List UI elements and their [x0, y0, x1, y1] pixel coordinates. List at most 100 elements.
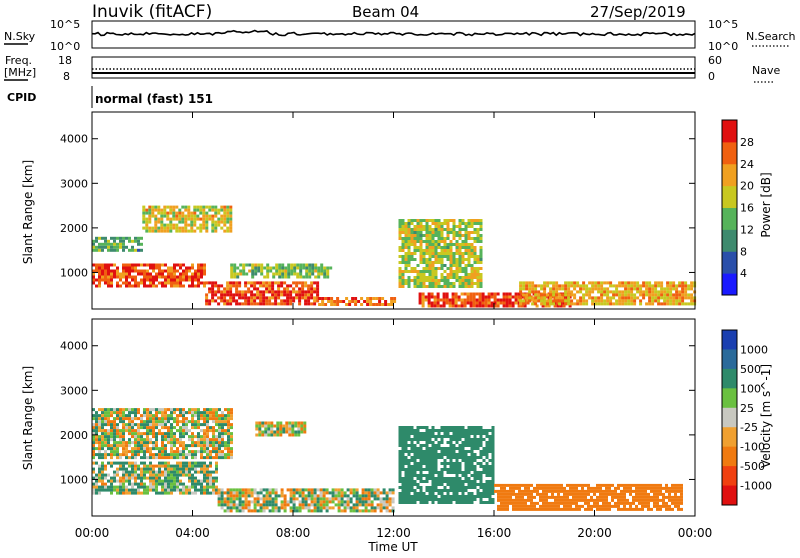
velocity-cell-5	[602, 504, 605, 508]
power-cell-6	[428, 264, 432, 267]
power-cell-1	[256, 302, 260, 306]
velocity-cell-1	[265, 494, 269, 498]
power-cell-8	[684, 284, 688, 288]
velocity-cell-3	[270, 430, 274, 434]
power-cell-2	[330, 303, 334, 306]
power-cell-3	[110, 242, 113, 246]
velocity-cell-2	[191, 417, 194, 421]
velocity-cell-1	[280, 494, 284, 498]
power-cell-0	[98, 269, 101, 273]
velocity-cell-2	[215, 444, 218, 448]
power-cell-6	[464, 231, 468, 234]
power-cell-6	[413, 246, 417, 249]
power-cell-8	[681, 296, 685, 300]
velocity-cell-1	[340, 497, 344, 501]
power-cell-5	[278, 266, 282, 270]
velocity-cell-5	[662, 501, 665, 505]
power-cell-6	[410, 231, 414, 234]
velocity-cell-4	[458, 426, 462, 429]
velocity-cell-2	[95, 432, 98, 436]
velocity-cell-1	[370, 506, 374, 510]
velocity-cell-2	[161, 408, 164, 412]
power-cell-1	[253, 293, 257, 297]
velocity-cell-5	[542, 504, 545, 508]
power-cell-1	[313, 302, 317, 306]
velocity-cell-4	[416, 432, 420, 435]
y-tick-label: 3000	[60, 177, 88, 190]
power-cell-1	[256, 287, 260, 291]
power-cell-5	[293, 269, 297, 273]
velocity-cell-2	[191, 411, 194, 415]
velocity-cell-0	[167, 470, 170, 474]
power-cell-8	[552, 287, 556, 291]
velocity-cell-4	[467, 444, 471, 447]
power-cell-5	[245, 272, 249, 276]
velocity-cell-4	[419, 450, 423, 453]
velocity-cell-0	[206, 485, 209, 489]
velocity-cell-0	[143, 470, 146, 474]
velocity-cell-4	[488, 441, 492, 444]
power-cell-4	[187, 229, 191, 233]
velocity-cell-4	[491, 444, 495, 447]
velocity-cell-5	[524, 504, 527, 508]
velocity-cell-5	[536, 489, 539, 493]
velocity-cell-4	[446, 480, 450, 483]
velocity-cell-5	[656, 492, 659, 496]
power-cell-8	[654, 281, 658, 285]
velocity-cell-5	[512, 507, 515, 511]
velocity-cell-5	[656, 501, 659, 505]
power-cell-4	[157, 205, 161, 209]
velocity-cell-0	[116, 485, 119, 489]
velocity-cell-4	[464, 468, 468, 471]
power-cell-1	[229, 290, 233, 294]
velocity-cell-2	[206, 408, 209, 412]
power-cell-0	[161, 275, 164, 279]
velocity-cell-1	[292, 497, 296, 501]
power-cell-7	[430, 301, 434, 305]
power-cell-6	[404, 267, 408, 270]
velocity-cell-2	[146, 444, 149, 448]
power-cell-8	[678, 281, 682, 285]
power-cell-6	[446, 273, 450, 276]
velocity-colorbar-segment	[722, 330, 737, 350]
power-cell-6	[434, 228, 438, 231]
power-cell-8	[528, 284, 532, 288]
velocity-cell-2	[104, 411, 107, 415]
power-cell-6	[422, 255, 426, 258]
velocity-cell-4	[440, 426, 444, 429]
power-cell-4	[154, 214, 158, 218]
velocity-cell-4	[464, 441, 468, 444]
power-cell-6	[416, 222, 420, 225]
power-cell-6	[449, 285, 453, 288]
velocity-cell-2	[149, 417, 152, 421]
power-cell-4	[223, 205, 227, 209]
power-cell-6	[440, 261, 444, 264]
power-cell-8	[597, 299, 601, 303]
velocity-cell-2	[215, 417, 218, 421]
power-cell-6	[422, 240, 426, 243]
velocity-cell-2	[227, 411, 230, 415]
power-cell-6	[434, 246, 438, 249]
power-cell-5	[308, 269, 312, 273]
power-cell-0	[185, 272, 188, 276]
velocity-cell-2	[203, 411, 206, 415]
velocity-cell-2	[209, 426, 212, 430]
velocity-cell-0	[119, 488, 122, 492]
power-cell-6	[401, 219, 405, 222]
power-cell-6	[419, 279, 423, 282]
power-cell-8	[531, 290, 535, 294]
power-cell-6	[434, 258, 438, 261]
velocity-cell-4	[407, 435, 411, 438]
velocity-cell-4	[443, 432, 447, 435]
velocity-cell-4	[458, 462, 462, 465]
power-cell-4	[190, 217, 194, 221]
power-cell-6	[422, 279, 426, 282]
power-cell-4	[220, 208, 224, 212]
velocity-cell-4	[410, 444, 414, 447]
velocity-cell-0	[164, 467, 167, 471]
velocity-cell-4	[485, 462, 489, 465]
velocity-cell-2	[101, 447, 104, 451]
power-cell-1	[298, 281, 302, 285]
velocity-cell-0	[149, 461, 152, 465]
velocity-cell-4	[485, 489, 489, 492]
